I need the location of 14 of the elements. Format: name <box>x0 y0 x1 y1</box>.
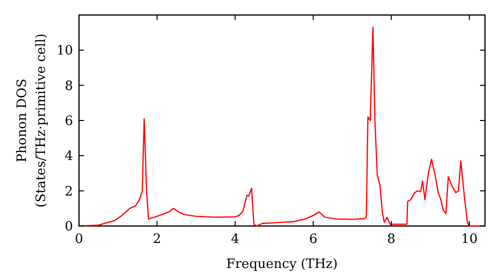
y-tick-label: 4 <box>64 149 73 164</box>
x-tick-label: 4 <box>231 232 240 247</box>
x-tick-label: 2 <box>152 232 162 247</box>
y-tick-label: 2 <box>64 184 73 200</box>
y-tick-label: 6 <box>64 114 73 129</box>
x-tick-label: 6 <box>309 232 318 247</box>
x-tick-label: 10 <box>461 232 478 247</box>
y-tick-label: 10 <box>56 44 73 59</box>
y-axis-title: Phonon DOS (States/THz·primitive cell) <box>15 33 49 208</box>
y-tick-label: 8 <box>64 78 73 94</box>
x-tick-label: 0 <box>74 232 84 247</box>
y-tick-label: 0 <box>64 220 73 234</box>
x-tick-label: 8 <box>387 232 396 247</box>
x-axis-title: Frequency (THz) <box>226 257 338 272</box>
